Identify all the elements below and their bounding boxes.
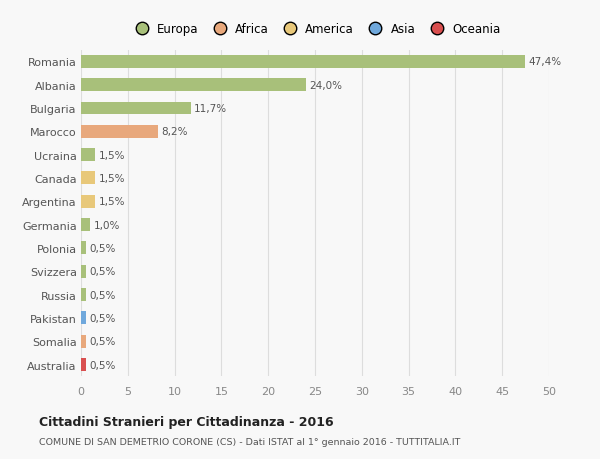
- Bar: [81, 196, 95, 208]
- Bar: [81, 242, 86, 255]
- Text: 0,5%: 0,5%: [89, 336, 116, 347]
- Text: 1,5%: 1,5%: [99, 174, 125, 184]
- Text: 0,5%: 0,5%: [89, 360, 116, 370]
- Text: 11,7%: 11,7%: [194, 104, 227, 114]
- Bar: [81, 102, 191, 115]
- Text: 0,5%: 0,5%: [89, 313, 116, 323]
- Bar: [81, 335, 86, 348]
- Text: 1,5%: 1,5%: [99, 197, 125, 207]
- Bar: [81, 79, 305, 92]
- Bar: [81, 312, 86, 325]
- Text: 1,0%: 1,0%: [94, 220, 121, 230]
- Bar: [81, 149, 95, 162]
- Bar: [81, 56, 524, 68]
- Text: 0,5%: 0,5%: [89, 267, 116, 277]
- Text: COMUNE DI SAN DEMETRIO CORONE (CS) - Dati ISTAT al 1° gennaio 2016 - TUTTITALIA.: COMUNE DI SAN DEMETRIO CORONE (CS) - Dat…: [39, 437, 460, 446]
- Text: 1,5%: 1,5%: [99, 150, 125, 160]
- Bar: [81, 265, 86, 278]
- Text: 8,2%: 8,2%: [161, 127, 188, 137]
- Text: Cittadini Stranieri per Cittadinanza - 2016: Cittadini Stranieri per Cittadinanza - 2…: [39, 415, 334, 428]
- Bar: [81, 126, 158, 138]
- Bar: [81, 358, 86, 371]
- Legend: Europa, Africa, America, Asia, Oceania: Europa, Africa, America, Asia, Oceania: [127, 21, 503, 38]
- Bar: [81, 289, 86, 301]
- Bar: [81, 172, 95, 185]
- Text: 0,5%: 0,5%: [89, 243, 116, 253]
- Text: 24,0%: 24,0%: [310, 80, 343, 90]
- Text: 0,5%: 0,5%: [89, 290, 116, 300]
- Bar: [81, 218, 91, 231]
- Text: 47,4%: 47,4%: [529, 57, 562, 67]
